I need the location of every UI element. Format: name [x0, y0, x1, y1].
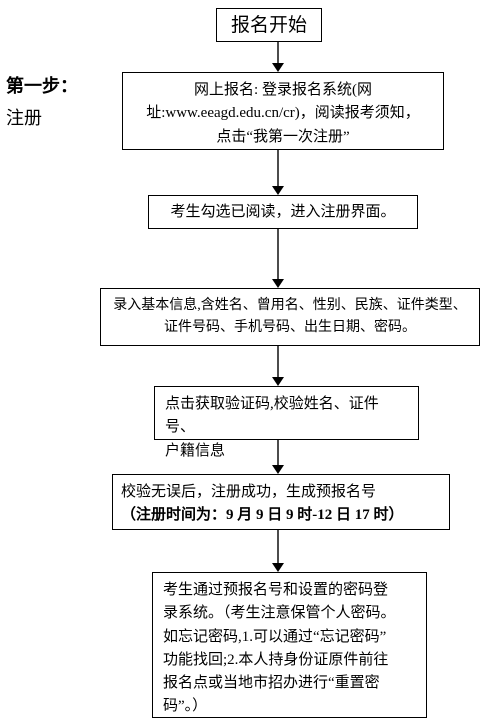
step-heading: 第一步：: [6, 72, 78, 98]
node-start: 报名开始: [216, 8, 322, 42]
flowchart-canvas: 第一步： 注册 报名开始 网上报名: 登录报名系统(网 址:www.eeagd.…: [0, 0, 504, 721]
node-step1-line1: 网上报名: 登录报名系统(网: [194, 82, 372, 98]
node-step6-line5: 报名点或当地市招办进行“重置密: [163, 675, 380, 691]
node-step6-line1: 考生通过预报名号和设置的密码登: [163, 582, 388, 598]
node-step3: 录入基本信息,含姓名、曾用名、性别、民族、证件类型、 证件号码、手机号码、出生日…: [100, 288, 480, 346]
node-start-text: 报名开始: [231, 15, 307, 36]
node-step4-line2: 户籍信息: [165, 443, 225, 459]
node-step4-line1: 点击获取验证码,校验姓名、证件号、: [165, 396, 379, 435]
node-step6-line3: 如忘记密码,1.可以通过“忘记密码”: [163, 629, 386, 645]
node-step5-line2: （注册时间为：9 月 9 日 9 时-12 日 17 时）: [121, 507, 404, 523]
node-step6-line4: 功能找回;2.本人持身份证原件前往: [163, 652, 388, 668]
node-step6-line6: 码”。）: [163, 698, 207, 714]
step-subheading: 注册: [6, 104, 42, 130]
node-step1-line2: 址:www.eeagd.edu.cn/cr)，阅读报考须知，: [146, 105, 420, 121]
node-step5-line1: 校验无误后，注册成功，生成预报名号: [121, 484, 376, 500]
node-step4: 点击获取验证码,校验姓名、证件号、 户籍信息: [154, 386, 419, 440]
node-step6: 考生通过预报名号和设置的密码登 录系统。（考生注意保管个人密码。 如忘记密码,1…: [152, 572, 427, 718]
node-step2-line1: 考生勾选已阅读，进入注册界面。: [170, 204, 395, 220]
node-step5: 校验无误后，注册成功，生成预报名号 （注册时间为：9 月 9 日 9 时-12 …: [112, 474, 450, 530]
node-step2: 考生勾选已阅读，进入注册界面。: [148, 195, 418, 229]
node-step3-line1: 录入基本信息,含姓名、曾用名、性别、民族、证件类型、: [113, 298, 467, 313]
node-step1: 网上报名: 登录报名系统(网 址:www.eeagd.edu.cn/cr)，阅读…: [122, 72, 444, 150]
node-step1-line3: 点击“我第一次注册”: [216, 129, 349, 145]
node-step3-line2: 证件号码、手机号码、出生日期、密码。: [164, 320, 416, 335]
node-step6-line2: 录系统。（考生注意保管个人密码。: [163, 605, 396, 621]
